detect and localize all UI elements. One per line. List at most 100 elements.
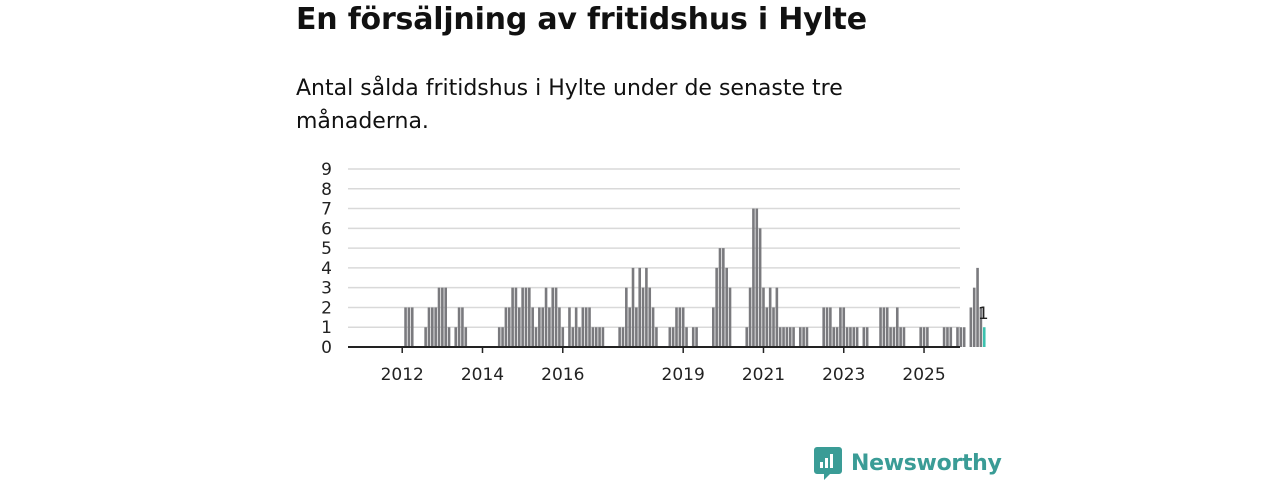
bar xyxy=(712,307,715,347)
x-tick-label: 2023 xyxy=(822,365,865,385)
y-tick-label: 8 xyxy=(321,180,332,200)
bar xyxy=(946,327,949,347)
bar xyxy=(919,327,922,347)
bar xyxy=(822,307,825,347)
bar xyxy=(959,327,963,347)
bar xyxy=(762,287,765,347)
bar xyxy=(517,307,521,347)
bar xyxy=(805,327,809,347)
bar xyxy=(922,327,926,347)
bar xyxy=(588,307,591,347)
bar xyxy=(631,267,635,347)
bar xyxy=(798,327,802,347)
chart-title: En försäljning av fritidshus i Hylte xyxy=(296,2,867,37)
bar xyxy=(621,327,625,347)
bar xyxy=(461,307,464,347)
bar xyxy=(855,327,859,347)
bar xyxy=(979,307,983,347)
bar xyxy=(825,307,829,347)
bar xyxy=(792,327,795,347)
bar xyxy=(625,287,628,347)
bar xyxy=(691,327,695,347)
bar xyxy=(628,307,631,347)
bar xyxy=(655,327,658,347)
bar xyxy=(849,327,852,347)
bar xyxy=(755,208,759,347)
y-tick-label: 7 xyxy=(321,200,332,220)
bar xyxy=(548,307,551,347)
x-tick-label: 2021 xyxy=(742,365,785,385)
bar xyxy=(528,287,531,347)
bar xyxy=(879,307,882,347)
bar xyxy=(457,307,461,347)
bar xyxy=(437,287,441,347)
bar xyxy=(514,287,518,347)
x-tick-label: 2016 xyxy=(541,365,584,385)
bar xyxy=(431,307,434,347)
newsworthy-logo[interactable]: Newsworthy xyxy=(814,445,1002,481)
bar xyxy=(675,307,678,347)
bar xyxy=(434,307,437,347)
bar xyxy=(715,267,718,347)
y-tick-label: 3 xyxy=(321,279,332,299)
bar xyxy=(584,307,588,347)
bar xyxy=(748,287,752,347)
y-tick-label: 2 xyxy=(321,298,332,318)
x-tick-label: 2012 xyxy=(381,365,424,385)
bar xyxy=(531,307,534,347)
bar xyxy=(885,307,889,347)
bar xyxy=(558,307,561,347)
bar xyxy=(554,287,558,347)
bar xyxy=(668,327,672,347)
bar xyxy=(845,327,849,347)
bar xyxy=(541,307,545,347)
bar xyxy=(678,307,682,347)
x-tick-label: 2019 xyxy=(662,365,705,385)
bar xyxy=(641,287,645,347)
bar xyxy=(594,327,598,347)
bar xyxy=(852,327,856,347)
bar xyxy=(976,267,979,347)
bar xyxy=(728,287,732,347)
y-tick-label: 5 xyxy=(321,239,332,259)
bar xyxy=(635,307,638,347)
bar xyxy=(464,327,468,347)
bar xyxy=(865,327,869,347)
bar xyxy=(778,327,782,347)
bar xyxy=(574,307,578,347)
bar xyxy=(969,307,973,347)
bar xyxy=(842,307,846,347)
y-tick-label: 0 xyxy=(321,338,332,358)
bar xyxy=(507,307,511,347)
bar xyxy=(942,327,946,347)
newsworthy-logo-icon xyxy=(814,446,842,480)
bar xyxy=(571,327,575,347)
bar xyxy=(681,307,685,347)
bar xyxy=(972,287,976,347)
bar xyxy=(638,267,642,347)
bar xyxy=(454,327,458,347)
bar xyxy=(902,327,906,347)
bar xyxy=(839,307,842,347)
bar xyxy=(651,307,655,347)
bar xyxy=(511,287,514,347)
bar xyxy=(598,327,601,347)
bar xyxy=(788,327,792,347)
bar xyxy=(534,327,538,347)
bar xyxy=(725,267,728,347)
bar xyxy=(568,307,571,347)
y-tick-label: 9 xyxy=(321,160,332,180)
bar xyxy=(752,208,755,347)
bar xyxy=(895,307,899,347)
bar xyxy=(765,307,769,347)
x-tick-label: 2014 xyxy=(461,365,504,385)
bar xyxy=(889,327,892,347)
newsworthy-logo-text: Newsworthy xyxy=(851,450,1002,476)
bar xyxy=(829,307,832,347)
bar xyxy=(407,307,411,347)
highlight-bar xyxy=(982,327,986,347)
bar xyxy=(785,327,789,347)
bar xyxy=(899,327,902,347)
chart-subtitle: Antal sålda fritidshus i Hylte under de … xyxy=(296,76,843,134)
